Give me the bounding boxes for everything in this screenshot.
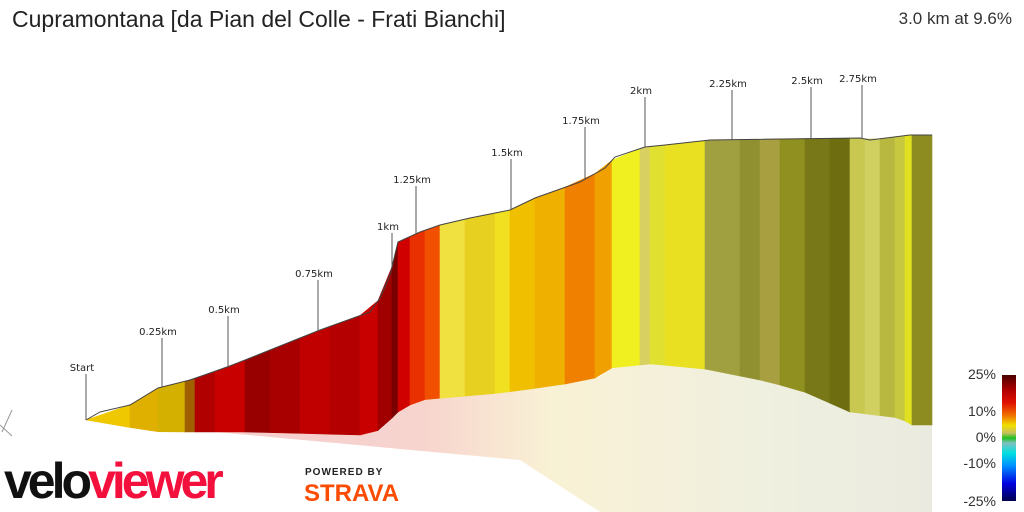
gradient-stripe	[424, 224, 441, 400]
distance-marker-label: 1.75km	[562, 116, 600, 127]
gradient-stripe	[639, 146, 651, 366]
gradient-stripe	[704, 139, 741, 377]
gradient-stripe	[509, 197, 536, 393]
distance-marker-label: 0.5km	[208, 305, 239, 316]
distance-marker-label: 2km	[630, 86, 652, 97]
strava-logo[interactable]: STRAVA	[304, 480, 400, 507]
gradient-stripe	[184, 377, 196, 433]
gradient-stripe	[494, 209, 511, 394]
segment-title: Cupramontana [da Pian del Colle - Frati …	[12, 6, 506, 32]
gradient-stripe	[759, 138, 781, 386]
powered-by-label: POWERED BY	[305, 467, 384, 478]
gradient-stripe	[879, 136, 896, 418]
gradient-stripe	[464, 212, 496, 397]
gradient-stripe	[649, 144, 666, 366]
gradient-stripe	[329, 315, 361, 436]
gradient-stripe	[299, 325, 331, 435]
gradient-stripe	[534, 186, 566, 389]
gradient-stripe	[194, 370, 216, 433]
gradient-stripe	[214, 359, 246, 433]
gradient-stripe	[864, 138, 881, 416]
gradient-stripe	[269, 337, 301, 434]
distance-marker-label: 1.25km	[393, 175, 431, 186]
gradient-stripe	[129, 387, 159, 433]
gradient-stripe	[664, 140, 706, 370]
gradient-stripe	[849, 137, 866, 415]
gradient-stripe	[564, 173, 596, 385]
gradient-stripe	[377, 266, 393, 432]
gradient-stripe	[359, 300, 379, 436]
distance-marker-label: 0.25km	[139, 327, 177, 338]
gradient-stripe	[409, 229, 426, 406]
gradient-stripe	[397, 236, 411, 413]
distance-marker-label: Start	[70, 363, 95, 374]
distance-marker-label: 2.25km	[709, 79, 747, 90]
profile-outline	[85, 134, 932, 421]
gradient-stripe	[894, 135, 906, 422]
gradient-stripe	[244, 349, 271, 433]
legend-label: 10%	[967, 403, 996, 419]
distance-marker-label: 1.5km	[491, 148, 522, 159]
gradient-stripe	[594, 159, 613, 379]
veloviewer-logo[interactable]: veloviewer	[4, 453, 224, 509]
gradient-stripe	[911, 134, 933, 426]
legend-label: 25%	[967, 366, 996, 382]
gradient-stripe	[739, 139, 761, 381]
distance-marker-label: 2.5km	[791, 76, 822, 87]
legend-label: -10%	[963, 455, 996, 471]
segment-summary: 3.0 km at 9.6%	[898, 9, 1012, 28]
gradient-stripe	[391, 241, 399, 419]
gradient-stripe	[779, 138, 806, 393]
gradient-stripe	[829, 137, 851, 413]
axis-stub	[0, 424, 13, 437]
legend-label: -25%	[963, 493, 996, 509]
gradient-stripe	[804, 138, 831, 404]
gradient-legend-bar	[1002, 375, 1016, 501]
gradient-stripe	[157, 380, 186, 433]
gradient-stripe	[439, 218, 466, 399]
gradient-stripe	[904, 134, 913, 426]
distance-marker-label: 0.75km	[295, 269, 333, 280]
legend-label: 0%	[975, 429, 996, 445]
distance-marker-label: 2.75km	[839, 74, 877, 85]
gradient-stripe	[611, 148, 641, 369]
distance-marker-label: 1km	[377, 222, 399, 233]
profile-shadow	[86, 364, 932, 512]
